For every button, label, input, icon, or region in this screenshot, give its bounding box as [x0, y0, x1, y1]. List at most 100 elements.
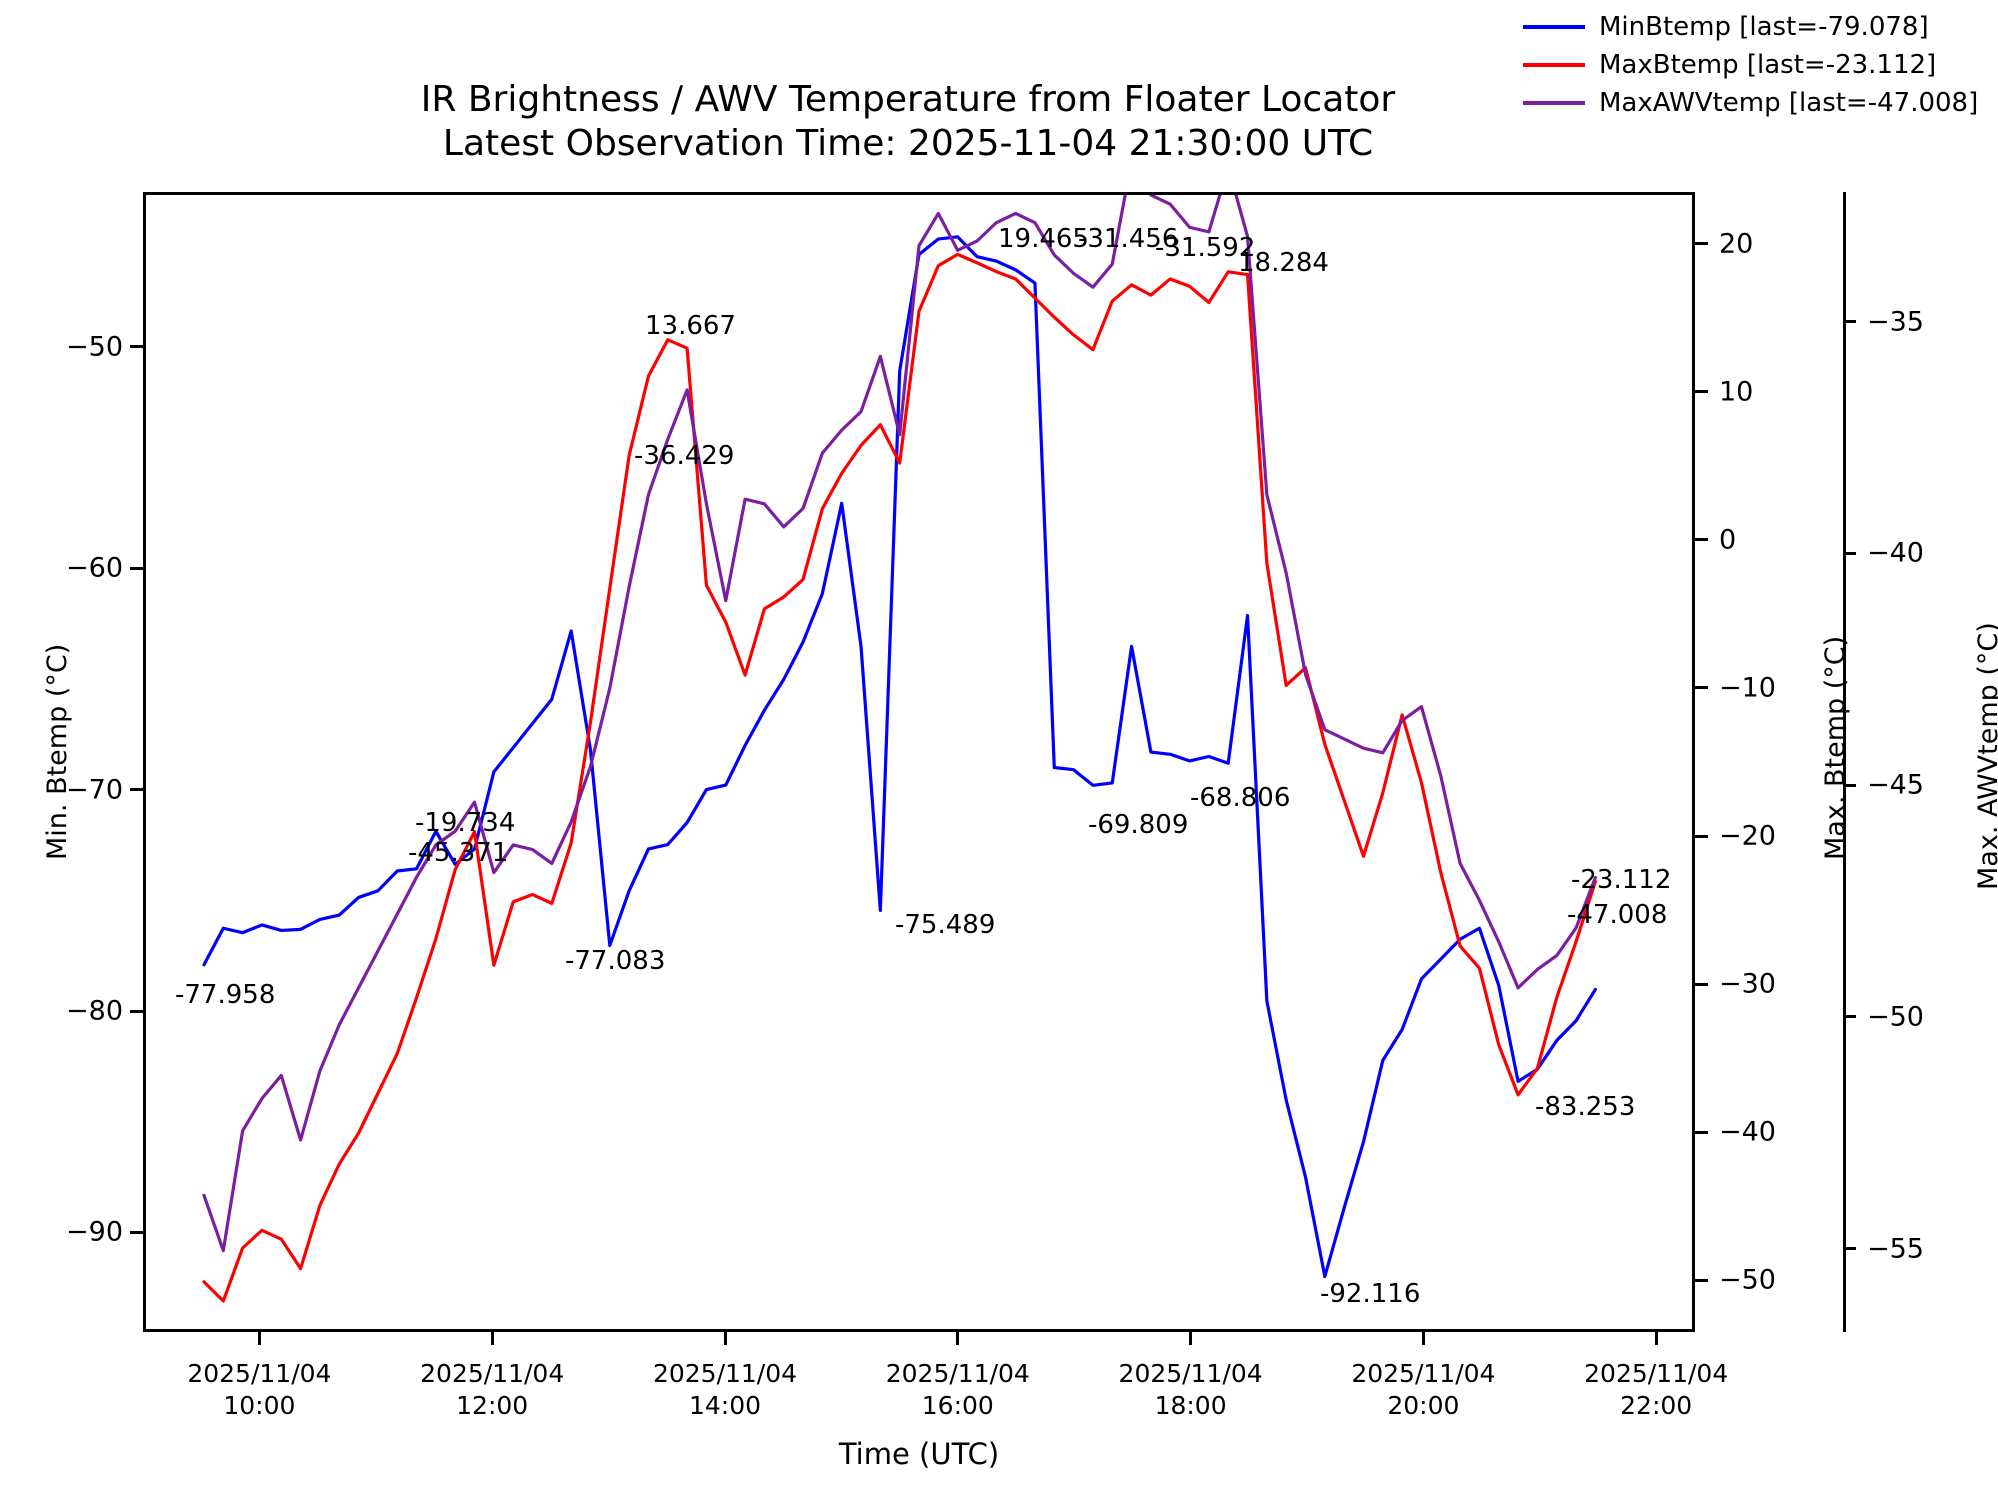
y-right1-tick-label: −30: [1719, 968, 1776, 1000]
x-tick-time: 20:00: [1387, 1391, 1460, 1420]
tick-mark: [723, 1332, 727, 1345]
series-line-maxawvtemp: [204, 195, 1595, 1251]
legend-swatch-maxawvtemp: [1523, 101, 1585, 105]
x-tick-time: 18:00: [1154, 1391, 1227, 1420]
legend-label-maxbtemp: MaxBtemp [last=-23.112]: [1599, 50, 1937, 80]
data-annotation-maxbtemp: 18.284: [1238, 248, 1329, 278]
x-tick-date: 2025/11/04: [1118, 1359, 1263, 1388]
x-tick-label: 2025/11/04 22:00: [1584, 1358, 1728, 1422]
data-annotation-minbtemp: -92.116: [1320, 1279, 1421, 1309]
tick-mark: [257, 1332, 261, 1345]
tick-mark: [956, 1332, 960, 1345]
tick-mark: [1843, 1015, 1856, 1019]
x-tick-label: 2025/11/04 18:00: [1119, 1358, 1263, 1422]
y-left-tick-label: −90: [66, 1216, 123, 1248]
x-axis-title: Time (UTC): [838, 1437, 1000, 1471]
chart-title-line2: Latest Observation Time: 2025-11-04 21:3…: [442, 123, 1374, 164]
tick-mark: [1421, 1332, 1425, 1345]
legend-label-maxawvtemp: MaxAWVtemp [last=-47.008]: [1599, 88, 1979, 118]
tick-mark: [130, 1230, 143, 1234]
x-tick-time: 14:00: [688, 1391, 762, 1420]
y-right2-tick-label: −50: [1867, 1001, 1924, 1033]
y-axis-left-title: Min. Btemp (°C): [42, 643, 73, 860]
y-right2-tick-label: −45: [1867, 769, 1924, 801]
x-tick-date: 2025/11/04: [885, 1359, 1030, 1388]
chart-legend: MinBtemp [last=-79.078] MaxBtemp [last=-…: [1523, 8, 1983, 122]
x-tick-label: 2025/11/04 10:00: [187, 1358, 331, 1422]
y-right1-tick-label: −50: [1719, 1264, 1776, 1296]
legend-swatch-maxbtemp: [1523, 63, 1585, 67]
data-annotation-minbtemp: -69.809: [1088, 810, 1189, 840]
data-annotation-maxawvtemp: -31.592: [1155, 233, 1256, 263]
tick-mark: [130, 1009, 143, 1013]
x-tick-time: 22:00: [1620, 1391, 1693, 1420]
x-tick-date: 2025/11/04: [187, 1359, 332, 1388]
y-right1-tick-label: 20: [1719, 228, 1754, 260]
tick-mark: [1695, 834, 1708, 838]
x-tick-date: 2025/11/04: [1351, 1359, 1496, 1388]
x-tick-time: 10:00: [223, 1391, 296, 1420]
data-annotation-maxbtemp: -23.112: [1571, 865, 1672, 895]
chart-title-block: IR Brightness / AWV Temperature from Flo…: [143, 78, 1673, 166]
legend-label-minbtemp: MinBtemp [last=-79.078]: [1599, 12, 1929, 42]
y-axis-right2-title: Max. AWVtemp (°C): [1973, 622, 1998, 890]
plot-lines: [146, 195, 1692, 1329]
data-annotation-minbtemp: -83.253: [1535, 1092, 1636, 1122]
series-line-maxbtemp: [204, 254, 1595, 1301]
y-right2-tick-label: −55: [1867, 1233, 1924, 1265]
y-right1-tick-label: 0: [1719, 524, 1737, 556]
data-annotation-minbtemp: -68.806: [1190, 783, 1291, 813]
y-left-tick-label: −60: [66, 552, 123, 584]
y-right1-tick-label: −20: [1719, 820, 1776, 852]
data-annotation-maxbtemp: 19.465: [998, 224, 1089, 254]
y-left-tick-label: −50: [66, 331, 123, 363]
data-annotation-maxawvtemp: -47.008: [1567, 900, 1668, 930]
data-annotation-minbtemp: -75.489: [895, 910, 996, 940]
x-tick-time: 16:00: [921, 1391, 994, 1420]
data-annotation-maxawvtemp: -36.429: [634, 441, 735, 471]
data-annotation-maxawvtemp: -31.456: [1078, 224, 1179, 254]
y-left-tick-label: −70: [66, 774, 123, 806]
x-tick-label: 2025/11/04 12:00: [420, 1358, 564, 1422]
x-tick-time: 12:00: [456, 1391, 529, 1420]
y-left-tick-label: −80: [66, 995, 123, 1027]
data-annotation-maxbtemp: -19.734: [415, 808, 516, 838]
tick-mark: [1695, 538, 1708, 542]
tick-mark: [1695, 390, 1708, 394]
data-annotation-minbtemp: -77.958: [175, 980, 276, 1010]
tick-mark: [1189, 1332, 1193, 1345]
tick-mark: [1843, 783, 1856, 787]
data-annotation-minbtemp: -77.083: [565, 946, 666, 976]
x-tick-label: 2025/11/04 16:00: [886, 1358, 1030, 1422]
data-annotation-maxbtemp: 13.667: [645, 311, 736, 341]
x-tick-date: 2025/11/04: [652, 1359, 798, 1388]
tick-mark: [130, 345, 143, 349]
data-annotation-maxawvtemp: -45.371: [408, 838, 509, 868]
tick-mark: [1695, 242, 1708, 246]
tick-mark: [130, 788, 143, 792]
tick-mark: [1695, 1278, 1708, 1282]
tick-mark: [130, 566, 143, 570]
legend-item-maxbtemp: MaxBtemp [last=-23.112]: [1523, 46, 1983, 84]
legend-swatch-minbtemp: [1523, 25, 1585, 29]
chart-title-line1: IR Brightness / AWV Temperature from Flo…: [420, 79, 1396, 120]
x-tick-label: 2025/11/04 20:00: [1351, 1358, 1495, 1422]
series-line-minbtemp: [204, 237, 1595, 1277]
tick-mark: [490, 1332, 494, 1345]
tick-mark: [1695, 982, 1708, 986]
plot-area: [143, 192, 1695, 1332]
x-tick-date: 2025/11/04: [1584, 1359, 1729, 1388]
y-right1-tick-label: −10: [1719, 672, 1776, 704]
y-right1-tick-label: −40: [1719, 1116, 1776, 1148]
y-right2-tick-label: −35: [1867, 306, 1924, 338]
tick-mark: [1654, 1332, 1658, 1345]
legend-item-minbtemp: MinBtemp [last=-79.078]: [1523, 8, 1983, 46]
legend-item-maxawvtemp: MaxAWVtemp [last=-47.008]: [1523, 84, 1983, 122]
x-tick-date: 2025/11/04: [420, 1359, 565, 1388]
tick-mark: [1843, 1247, 1856, 1251]
tick-mark: [1695, 1130, 1708, 1134]
y-right1-tick-label: 10: [1719, 376, 1754, 408]
y-right2-tick-label: −40: [1867, 537, 1924, 569]
tick-mark: [1695, 686, 1708, 690]
